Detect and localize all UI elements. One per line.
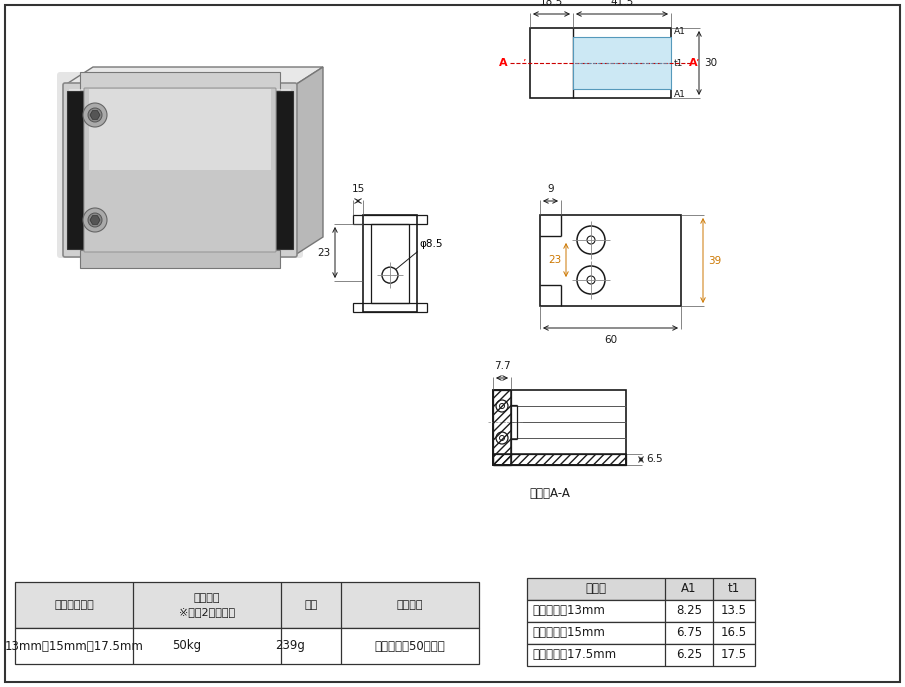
Bar xyxy=(527,578,755,600)
Text: 16.5: 16.5 xyxy=(721,627,747,640)
Text: 17.5: 17.5 xyxy=(721,649,747,662)
Bar xyxy=(493,454,626,465)
Text: 受注生産（50個～）: 受注生産（50個～） xyxy=(375,640,445,653)
FancyBboxPatch shape xyxy=(57,72,303,258)
Bar xyxy=(493,390,626,465)
Text: ガラス厚：15mm: ガラス厚：15mm xyxy=(532,627,605,640)
Circle shape xyxy=(83,103,107,127)
FancyBboxPatch shape xyxy=(63,83,297,257)
Bar xyxy=(15,582,479,628)
Text: 30: 30 xyxy=(704,58,717,68)
Text: 239g: 239g xyxy=(275,640,305,653)
Text: t1: t1 xyxy=(674,58,683,67)
Text: ※下段2個使用時: ※下段2個使用時 xyxy=(179,607,235,617)
Text: 13.5: 13.5 xyxy=(721,605,747,618)
Text: A1: A1 xyxy=(681,583,697,596)
Text: 60: 60 xyxy=(604,335,617,345)
Polygon shape xyxy=(295,67,323,255)
Text: 許容荷重: 許容荷重 xyxy=(194,593,220,603)
Text: 7.7: 7.7 xyxy=(494,361,510,371)
Text: 9: 9 xyxy=(548,184,554,194)
Text: 8.25: 8.25 xyxy=(676,605,702,618)
Text: 23: 23 xyxy=(317,247,330,258)
Polygon shape xyxy=(90,111,100,120)
Bar xyxy=(527,622,755,644)
Text: 6.25: 6.25 xyxy=(676,649,702,662)
Text: 断面図A-A: 断面図A-A xyxy=(529,487,570,500)
Bar xyxy=(80,72,280,90)
Bar xyxy=(275,91,293,249)
Text: φ8.5: φ8.5 xyxy=(420,240,443,249)
Text: A: A xyxy=(500,58,508,68)
Circle shape xyxy=(83,208,107,232)
Text: 寸法表: 寸法表 xyxy=(586,583,606,596)
Polygon shape xyxy=(65,67,323,85)
Text: 在庫状況: 在庫状況 xyxy=(396,600,424,610)
Circle shape xyxy=(88,108,102,122)
Bar xyxy=(371,224,409,303)
Bar xyxy=(363,215,417,312)
Bar xyxy=(540,215,681,306)
Text: ガラス厚：17.5mm: ガラス厚：17.5mm xyxy=(532,649,616,662)
Text: 13mm・15mm・17.5mm: 13mm・15mm・17.5mm xyxy=(5,640,143,653)
Bar xyxy=(527,600,755,622)
Text: 18.5: 18.5 xyxy=(540,0,563,7)
Circle shape xyxy=(88,213,102,227)
Text: 自重: 自重 xyxy=(304,600,318,610)
Text: ’: ’ xyxy=(695,59,699,69)
Bar xyxy=(15,628,479,664)
Text: 対応ガラス厚: 対応ガラス厚 xyxy=(54,600,94,610)
Text: 41.5: 41.5 xyxy=(610,0,634,7)
Bar xyxy=(353,215,427,224)
Text: t1: t1 xyxy=(728,583,740,596)
Text: 50kg: 50kg xyxy=(172,640,201,653)
Text: 23: 23 xyxy=(548,255,561,265)
Text: 15: 15 xyxy=(351,184,365,194)
Bar xyxy=(493,454,626,465)
FancyBboxPatch shape xyxy=(84,88,276,252)
Bar xyxy=(493,390,511,465)
Polygon shape xyxy=(90,216,100,225)
Text: 6.5: 6.5 xyxy=(646,455,662,464)
Bar xyxy=(69,89,291,145)
Text: ガラス厚：13mm: ガラス厚：13mm xyxy=(532,605,605,618)
Text: ’: ’ xyxy=(522,59,526,69)
Bar xyxy=(530,28,671,98)
Text: A: A xyxy=(689,58,698,68)
Bar xyxy=(67,91,85,249)
Bar xyxy=(527,644,755,666)
Bar xyxy=(80,250,280,268)
Text: A1: A1 xyxy=(674,27,686,36)
Bar xyxy=(89,89,271,170)
Bar xyxy=(493,390,511,465)
Bar xyxy=(573,37,671,89)
Bar xyxy=(353,303,427,312)
Text: 39: 39 xyxy=(708,256,721,265)
Text: A1: A1 xyxy=(674,90,686,99)
Text: 6.75: 6.75 xyxy=(676,627,702,640)
